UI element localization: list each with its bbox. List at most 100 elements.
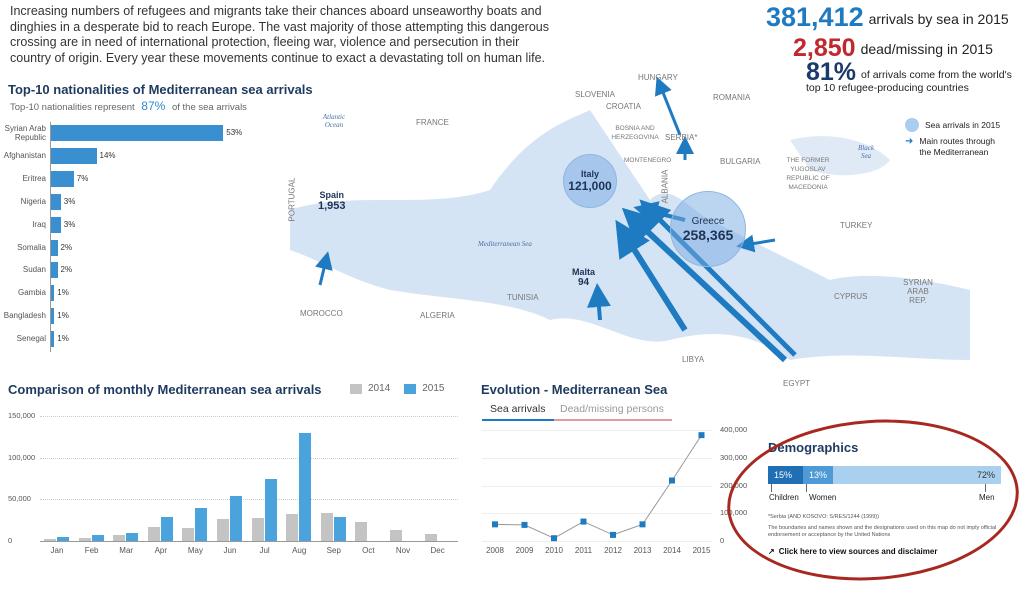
demographics-bar: 15% 13% 72% <box>768 466 1001 484</box>
point-2014[interactable] <box>669 477 675 484</box>
bar-2014-Apr[interactable] <box>147 526 160 541</box>
arrivals-label: arrivals by sea in 2015 <box>868 11 1009 27</box>
x-tick: 2015 <box>692 546 711 555</box>
series-line <box>494 434 702 539</box>
bar-6[interactable] <box>51 262 58 279</box>
monthly-title: Comparison of monthly Mediterranean sea … <box>8 382 322 397</box>
y-tick: 0 <box>720 536 725 545</box>
bar-1[interactable] <box>51 147 97 164</box>
bar-label: Afghanistan <box>3 150 46 160</box>
intro-text: Increasing numbers of refugees and migra… <box>10 4 549 65</box>
bar-axis <box>50 122 51 352</box>
map-label: Slovenia <box>575 90 616 99</box>
subtitle-value: 87% <box>141 99 166 113</box>
sources-link-text[interactable]: Click here to view sources and disclaime… <box>778 547 938 556</box>
bar-2015-Jan[interactable] <box>57 536 69 541</box>
bar-2015-Jun[interactable] <box>230 496 242 541</box>
bar-value: 1% <box>57 311 69 321</box>
segment-women: 13% <box>802 466 834 484</box>
bar-label: Nigeria <box>20 196 46 206</box>
bar-2014-May[interactable] <box>182 527 195 541</box>
bar-2015-Aug[interactable] <box>299 432 312 541</box>
bar-2015-May[interactable] <box>195 507 208 541</box>
x-tick: 2014 <box>663 546 681 555</box>
map-label: Bulgaria <box>720 157 761 166</box>
disclaimer-note: The boundaries and names shown and the d… <box>768 525 997 538</box>
bar-9[interactable] <box>51 331 55 348</box>
arrival-country: Greece <box>691 215 725 227</box>
tab-sea-arrivals[interactable]: Sea arrivals <box>482 402 554 421</box>
bar-2014-Feb[interactable] <box>78 537 91 541</box>
bar-3[interactable] <box>51 193 61 210</box>
map-label: Montenegro <box>624 157 672 164</box>
segment-label: Women <box>808 493 837 502</box>
bar-8[interactable] <box>51 308 55 325</box>
legend-swatch-2015 <box>404 383 417 394</box>
nationalities-subtitle: Top-10 nationalities represent 87% of th… <box>10 99 247 113</box>
y-tick: 100,000 <box>8 452 36 462</box>
evolution-title: Evolution - Mediterranean Sea <box>481 382 668 397</box>
bar-5[interactable] <box>51 239 58 256</box>
point-2008[interactable] <box>492 521 498 528</box>
bar-2014-Sep[interactable] <box>320 512 333 541</box>
arrival-greece[interactable]: Greece 258,365 <box>670 191 746 267</box>
arrival-value: 121,000 <box>568 179 612 193</box>
top10-label-2: top 10 refugee-producing countries <box>806 82 969 94</box>
x-tick: Feb <box>84 546 99 555</box>
sea-label: Mediterranean Sea <box>478 240 532 248</box>
tab-dead-missing[interactable]: Dead/missing persons <box>554 402 672 421</box>
map-label: Bosnia and Herzegovina <box>611 125 659 141</box>
bar-value: 53% <box>226 128 243 137</box>
arrival-spain[interactable]: Spain 1,953 <box>318 190 346 212</box>
bar-0[interactable] <box>51 125 224 141</box>
bar-4[interactable] <box>51 216 61 233</box>
y-tick: 100,000 <box>720 508 748 518</box>
map[interactable] <box>230 60 1024 390</box>
map-label: The former Yugoslav Republic of Macedoni… <box>786 157 830 191</box>
bar-7[interactable] <box>51 285 55 302</box>
arrival-country: Spain <box>319 190 345 200</box>
bar-2015-Mar[interactable] <box>126 532 139 541</box>
x-tick: 2011 <box>574 546 593 555</box>
nationalities-title: Top-10 nationalities of Mediterranean se… <box>8 82 313 97</box>
point-2012[interactable] <box>610 531 616 538</box>
bar-2[interactable] <box>51 170 74 187</box>
bar-value: 14% <box>99 150 116 160</box>
x-tick: 2013 <box>633 546 652 555</box>
y-tick: 300,000 <box>720 452 748 462</box>
point-2009[interactable] <box>521 521 528 528</box>
bar-2015-Apr[interactable] <box>160 516 173 541</box>
segment-children: 15% <box>768 466 803 484</box>
map-label: Egypt <box>783 379 811 388</box>
sources-link[interactable]: ↗ Click here to view sources and disclaim… <box>768 547 937 556</box>
segment-men: 72% <box>833 466 1001 484</box>
point-2011[interactable] <box>580 518 587 525</box>
bar-2015-Sep[interactable] <box>333 516 346 541</box>
bar-2014-Nov[interactable] <box>390 530 402 541</box>
stat-arrivals: 381,412 arrivals by sea in 2015 <box>766 2 1009 33</box>
grid-line <box>40 457 458 459</box>
point-2015[interactable] <box>698 432 705 439</box>
bar-2014-Oct[interactable] <box>355 521 368 541</box>
x-tick: Jun <box>223 546 237 555</box>
bar-2014-Jun[interactable] <box>217 519 229 541</box>
bar-2014-Jul[interactable] <box>251 517 264 541</box>
x-tick: Dec <box>430 546 445 555</box>
bar-2014-Dec[interactable] <box>424 533 437 541</box>
bar-value: 1% <box>57 288 69 298</box>
segment-tick <box>771 484 772 492</box>
bar-2015-Feb[interactable] <box>91 535 104 541</box>
arrival-italy[interactable]: Italy 121,000 <box>563 154 617 208</box>
x-tick: Nov <box>395 546 411 555</box>
x-tick: Jul <box>259 546 270 555</box>
legend-2014: 2014 <box>368 383 391 394</box>
bar-2014-Mar[interactable] <box>113 535 126 541</box>
bar-2015-Jul[interactable] <box>264 478 277 541</box>
bar-label: Somalia <box>17 242 46 252</box>
evolution-tabs: Sea arrivals Dead/missing persons <box>482 402 672 421</box>
highlight-ellipse <box>721 410 1024 590</box>
bar-2014-Aug[interactable] <box>286 513 299 541</box>
bar-2014-Jan[interactable] <box>44 538 56 541</box>
arrival-malta[interactable]: Malta 94 <box>572 267 595 288</box>
point-2013[interactable] <box>639 521 646 528</box>
